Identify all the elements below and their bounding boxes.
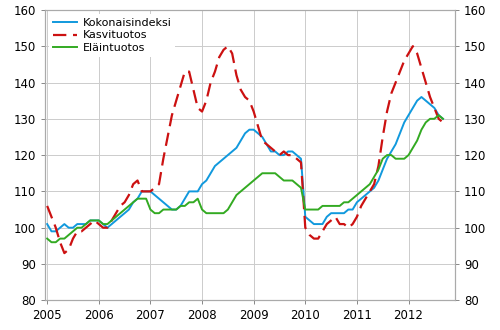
Kasvituotos <box>440 120 446 124</box>
Eläintuotos <box>362 186 368 190</box>
Legend: Kokonaisindeksi, Kasvituotos, Eläintuotos: Kokonaisindeksi, Kasvituotos, Eläintuoto… <box>50 14 175 56</box>
Kasvituotos <box>113 211 119 215</box>
Kokonaisindeksi <box>246 128 252 132</box>
Kasvituotos <box>367 189 373 193</box>
Eläintuotos <box>100 222 106 226</box>
Kokonaisindeksi <box>100 222 106 226</box>
Kokonaisindeksi <box>440 117 446 121</box>
Kasvituotos <box>225 44 231 48</box>
Eläintuotos <box>130 200 136 204</box>
Eläintuotos <box>436 113 442 117</box>
Line: Eläintuotos: Eläintuotos <box>47 115 443 242</box>
Eläintuotos <box>324 204 330 208</box>
Eläintuotos <box>440 117 446 121</box>
Kokonaisindeksi <box>113 218 119 222</box>
Kasvituotos <box>100 226 106 230</box>
Kokonaisindeksi <box>362 193 368 197</box>
Kasvituotos <box>44 204 50 208</box>
Kasvituotos <box>328 218 334 222</box>
Kokonaisindeksi <box>44 222 50 226</box>
Eläintuotos <box>44 237 50 241</box>
Kokonaisindeksi <box>324 215 330 219</box>
Eläintuotos <box>246 182 252 186</box>
Line: Kokonaisindeksi: Kokonaisindeksi <box>47 97 443 231</box>
Kasvituotos <box>130 182 136 186</box>
Eläintuotos <box>48 240 54 244</box>
Kokonaisindeksi <box>418 95 424 99</box>
Kokonaisindeksi <box>130 200 136 204</box>
Line: Kasvituotos: Kasvituotos <box>47 46 443 253</box>
Kasvituotos <box>250 110 256 114</box>
Kokonaisindeksi <box>48 229 54 233</box>
Eläintuotos <box>113 215 119 219</box>
Kasvituotos <box>62 251 68 255</box>
